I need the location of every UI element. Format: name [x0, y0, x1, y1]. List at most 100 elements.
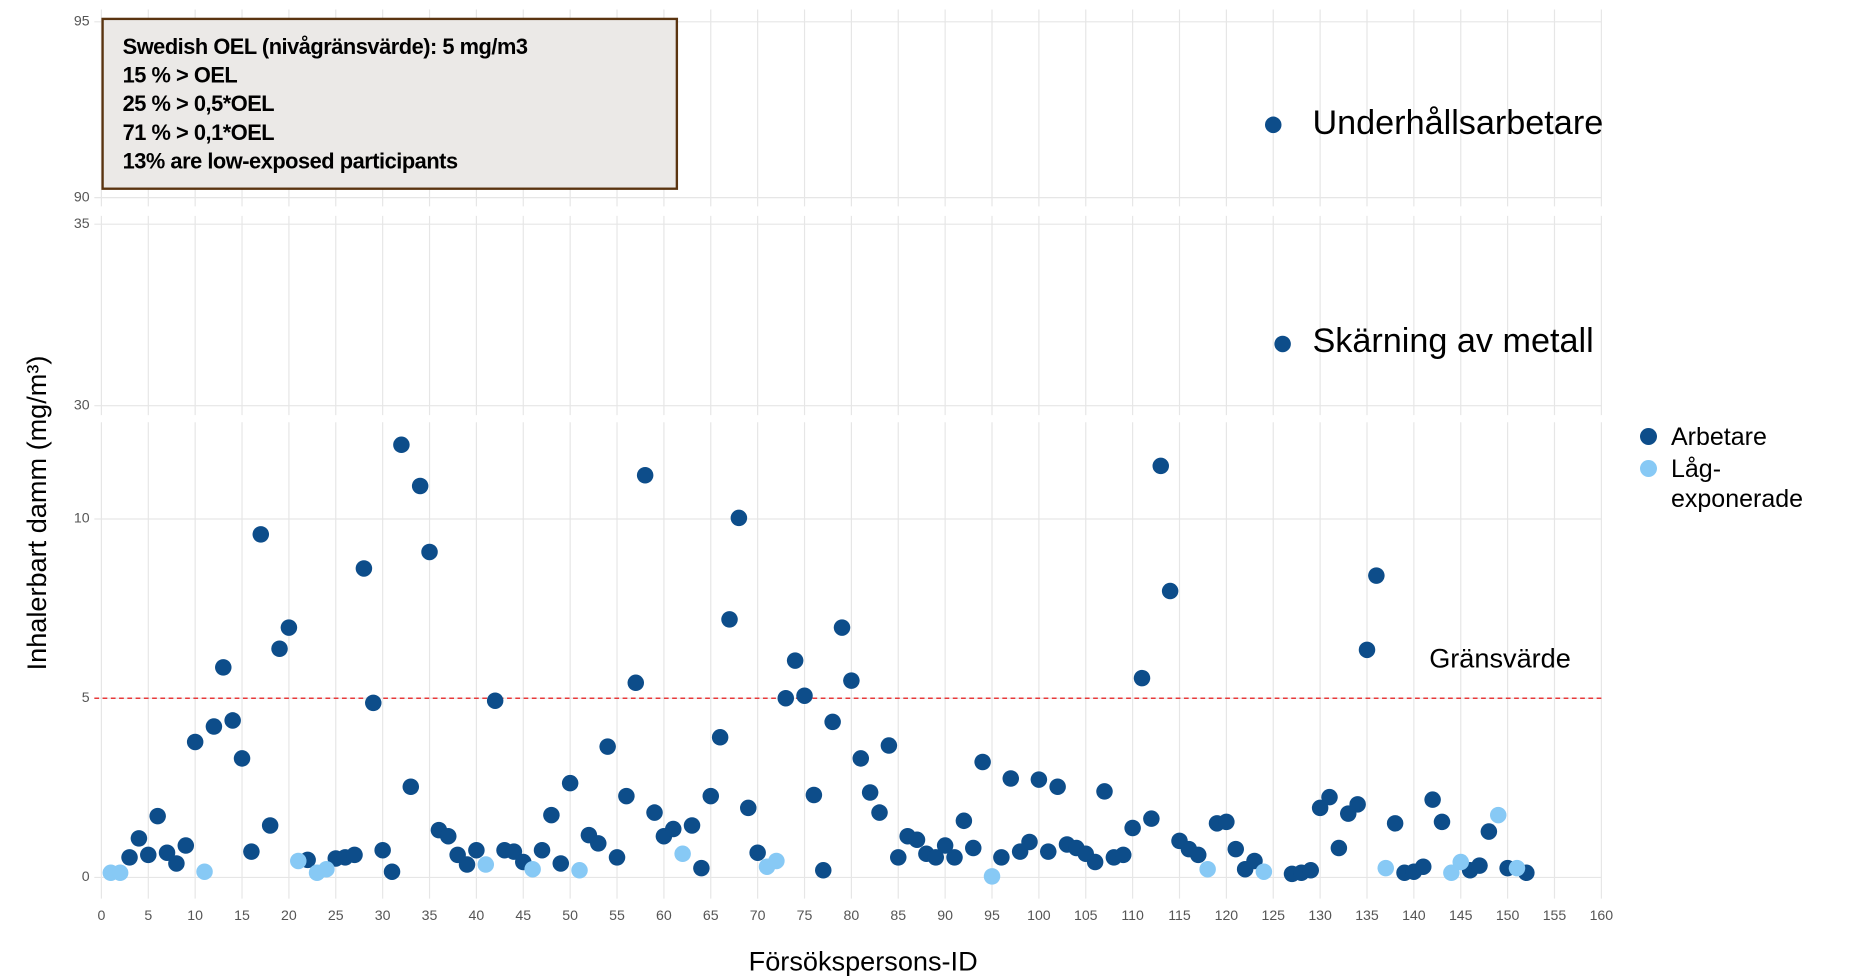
x-tick-label: 90 — [937, 907, 953, 923]
data-point — [618, 787, 635, 805]
data-point — [702, 787, 720, 805]
data-point — [543, 806, 560, 824]
x-tick-label: 95 — [984, 907, 1000, 923]
data-point — [318, 860, 335, 878]
data-point — [1255, 863, 1273, 880]
data-point — [383, 863, 401, 880]
info-line: Swedish OEL (nivågränsvärde): 5 mg/m3 — [123, 34, 528, 59]
data-point — [196, 863, 213, 880]
data-point — [1021, 833, 1038, 851]
data-point — [693, 859, 710, 877]
data-point — [186, 733, 204, 751]
data-point — [130, 830, 148, 847]
data-point — [477, 856, 495, 873]
data-point — [149, 807, 166, 825]
data-point — [561, 774, 579, 792]
data-point — [1302, 862, 1320, 879]
x-tick-label: 135 — [1355, 907, 1379, 923]
x-tick-label: 65 — [703, 907, 719, 923]
data-point — [683, 817, 701, 834]
data-point — [280, 619, 298, 636]
data-point — [1030, 771, 1048, 788]
data-point — [271, 640, 288, 658]
data-point — [468, 841, 485, 859]
data-point — [1311, 799, 1329, 817]
data-point — [252, 526, 270, 543]
y-tick-label: 95 — [74, 13, 90, 29]
data-point — [177, 837, 195, 854]
data-point — [936, 837, 954, 854]
data-point — [1452, 853, 1469, 871]
data-point — [1443, 864, 1460, 882]
reference-label: Gränsvärde — [1429, 643, 1571, 674]
data-point — [824, 713, 841, 731]
data-point — [674, 845, 691, 863]
data-point — [111, 864, 129, 882]
data-point — [646, 804, 663, 821]
data-point — [608, 849, 626, 866]
data-point — [1508, 859, 1526, 877]
x-tick-label: 25 — [328, 907, 344, 923]
data-point — [927, 849, 945, 866]
data-point — [636, 466, 654, 484]
data-point — [955, 812, 973, 830]
y-tick-label: 5 — [82, 689, 90, 705]
data-point — [768, 852, 785, 870]
y-tick-label: 10 — [74, 510, 90, 526]
data-point — [486, 692, 504, 709]
data-point — [233, 750, 251, 767]
data-point — [1489, 806, 1507, 824]
data-point — [843, 672, 860, 689]
data-point — [1049, 778, 1066, 796]
data-point — [861, 784, 879, 801]
y-tick-label: 90 — [74, 188, 90, 204]
x-tick-label: 0 — [97, 907, 105, 923]
data-point — [965, 839, 982, 857]
info-line: 71 % > 0,1*OEL — [123, 120, 275, 145]
legend-label: Arbetare — [1671, 423, 1767, 451]
x-tick-label: 120 — [1215, 907, 1239, 923]
data-point — [796, 687, 813, 704]
info-line: 13% are low-exposed participants — [123, 148, 458, 173]
x-tick-label: 35 — [422, 907, 438, 923]
data-point — [1480, 823, 1498, 840]
data-point — [205, 718, 223, 735]
x-tick-label: 125 — [1261, 907, 1285, 923]
data-point — [946, 849, 963, 866]
data-point — [533, 841, 551, 859]
legend-label: Låg-exponerade — [1671, 455, 1804, 513]
x-tick-label: 50 — [562, 907, 578, 923]
data-point — [571, 862, 588, 879]
data-point — [402, 778, 420, 796]
data-point — [1377, 859, 1395, 877]
y-tick-label: 0 — [82, 868, 90, 884]
data-point — [852, 750, 870, 767]
data-point — [749, 844, 766, 861]
data-point — [993, 849, 1010, 866]
annotation: Skärning av metall — [1312, 322, 1593, 360]
data-point — [458, 856, 476, 873]
data-point — [665, 820, 682, 838]
data-point — [1471, 857, 1488, 874]
data-point — [974, 753, 991, 771]
x-tick-label: 45 — [515, 907, 531, 923]
data-point — [158, 844, 176, 861]
info-line: 15 % > OEL — [123, 63, 238, 88]
data-point — [1115, 846, 1132, 864]
data-point — [1330, 839, 1348, 857]
x-tick-label: 80 — [844, 907, 860, 923]
data-point — [1274, 335, 1291, 353]
data-point — [355, 560, 373, 577]
data-point — [740, 799, 757, 817]
data-point — [908, 831, 926, 849]
data-point — [224, 712, 241, 729]
data-point — [1161, 582, 1179, 600]
annotation: Underhållsarbetare — [1312, 104, 1603, 142]
data-point — [1218, 813, 1235, 831]
data-point — [524, 860, 541, 878]
data-point — [121, 849, 138, 866]
legend-swatch — [1640, 460, 1657, 477]
x-tick-label: 140 — [1402, 907, 1426, 923]
data-point — [261, 817, 279, 834]
